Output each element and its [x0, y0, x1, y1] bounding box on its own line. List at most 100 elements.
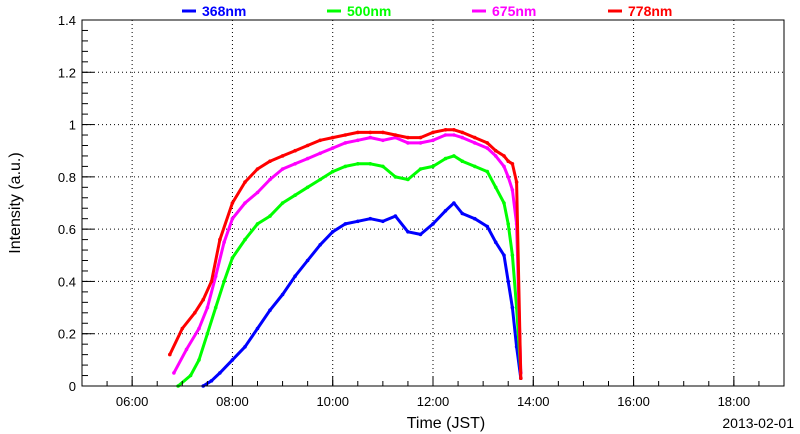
data-point-675nm [184, 347, 189, 352]
data-point-500nm [213, 305, 218, 310]
date-label: 2013-02-01 [722, 415, 794, 431]
data-point-368nm [493, 240, 498, 244]
data-point-675nm [418, 141, 423, 145]
data-point-778nm [506, 159, 511, 163]
data-point-500nm [318, 177, 323, 182]
data-point-778nm [406, 135, 410, 140]
legend-label: 778nm [628, 3, 672, 19]
data-point-778nm [502, 154, 506, 158]
data-point-675nm [305, 156, 310, 161]
data-point-368nm [431, 222, 435, 226]
legend-label: 500nm [347, 3, 391, 19]
series-line-778nm [168, 128, 523, 380]
data-point-675nm [213, 274, 218, 279]
data-point-368nm [305, 258, 310, 263]
data-point-778nm [356, 130, 360, 135]
data-point-500nm [381, 164, 385, 169]
data-point-675nm [172, 371, 176, 375]
data-point-778nm [280, 154, 285, 158]
data-point-778nm [193, 311, 197, 315]
legend-item-675nm: 675nm [472, 3, 536, 19]
y-tick-label: 0.2 [58, 327, 76, 342]
data-point-778nm [431, 130, 435, 135]
data-point-368nm [318, 243, 323, 247]
data-point-500nm [443, 156, 448, 161]
data-point-778nm [519, 376, 523, 381]
data-point-675nm [452, 133, 456, 137]
data-point-500nm [406, 177, 410, 182]
data-point-368nm [510, 305, 515, 310]
data-point-368nm [393, 214, 398, 218]
x-tick-label: 18:00 [718, 394, 751, 409]
data-point-778nm [418, 135, 423, 140]
data-point-675nm [368, 135, 373, 140]
data-point-675nm [510, 188, 515, 192]
data-point-675nm [343, 141, 348, 145]
data-point-500nm [222, 279, 226, 284]
data-point-368nm [485, 224, 490, 229]
data-point-675nm [243, 201, 247, 205]
data-point-368nm [443, 209, 448, 213]
data-point-778nm [330, 135, 335, 140]
data-point-368nm [406, 230, 410, 234]
y-axis-title: Intensity (a.u.) [7, 152, 24, 253]
series-line-675nm [172, 133, 523, 375]
data-point-368nm [343, 222, 348, 226]
data-point-675nm [506, 175, 511, 179]
data-point-778nm [443, 128, 448, 132]
y-tick-label: 1.2 [58, 65, 76, 80]
data-point-778nm [510, 162, 515, 166]
data-point-500nm [343, 164, 348, 169]
legend-item-778nm: 778nm [608, 3, 672, 19]
data-point-500nm [510, 253, 515, 258]
x-tick-label: 08:00 [216, 394, 249, 409]
data-point-675nm [502, 164, 506, 169]
data-point-500nm [473, 164, 477, 169]
x-axis-title: Time (JST) [407, 415, 486, 432]
data-point-368nm [473, 216, 477, 221]
data-point-368nm [255, 326, 260, 331]
x-axis-ticks: 06:00 08:00 10:00 12:00 14:00 16:00 18:00 [81, 376, 785, 409]
data-point-500nm [205, 331, 210, 336]
data-point-368nm [209, 379, 214, 383]
data-point-500nm [452, 154, 456, 158]
data-point-778nm [243, 180, 247, 184]
data-point-675nm [268, 177, 272, 182]
data-point-500nm [368, 162, 373, 166]
data-point-675nm [356, 138, 360, 143]
x-tick-label: 06:00 [116, 394, 149, 409]
data-point-368nm [381, 219, 385, 224]
data-point-368nm [280, 292, 285, 297]
data-point-675nm [197, 326, 201, 331]
data-point-675nm [255, 190, 260, 195]
data-point-778nm [493, 148, 498, 153]
data-point-778nm [452, 128, 456, 132]
y-tick-label: 0 [69, 379, 76, 394]
y-tick-label: 0.8 [58, 170, 76, 185]
y-tick-label: 0.6 [58, 222, 76, 237]
data-point-500nm [293, 193, 297, 197]
data-point-778nm [230, 201, 235, 205]
data-point-675nm [205, 305, 210, 310]
data-point-778nm [209, 279, 214, 284]
data-point-500nm [506, 222, 511, 226]
data-point-500nm [460, 159, 465, 163]
data-point-500nm [197, 358, 201, 362]
x-tick-label: 12:00 [417, 394, 450, 409]
data-point-500nm [230, 256, 235, 260]
data-point-500nm [393, 175, 398, 179]
data-point-500nm [493, 185, 498, 190]
data-point-368nm [268, 308, 272, 313]
data-point-675nm [473, 141, 477, 145]
data-point-675nm [493, 154, 498, 158]
data-point-675nm [460, 135, 465, 140]
data-point-778nm [485, 141, 490, 145]
data-point-778nm [201, 297, 205, 302]
data-point-500nm [280, 201, 285, 205]
data-point-675nm [381, 138, 385, 143]
data-point-368nm [502, 253, 506, 258]
data-point-778nm [368, 130, 373, 135]
data-point-500nm [356, 162, 360, 166]
data-point-368nm [293, 274, 297, 279]
data-point-778nm [343, 133, 348, 137]
